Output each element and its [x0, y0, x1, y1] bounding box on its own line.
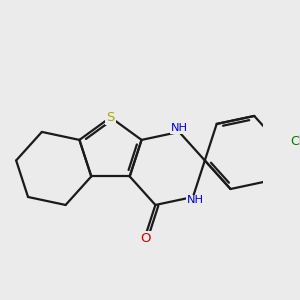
- Text: Cl: Cl: [290, 134, 300, 148]
- Text: O: O: [140, 232, 151, 245]
- Text: NH: NH: [187, 196, 204, 206]
- Text: NH: NH: [171, 123, 188, 134]
- Text: S: S: [106, 111, 115, 124]
